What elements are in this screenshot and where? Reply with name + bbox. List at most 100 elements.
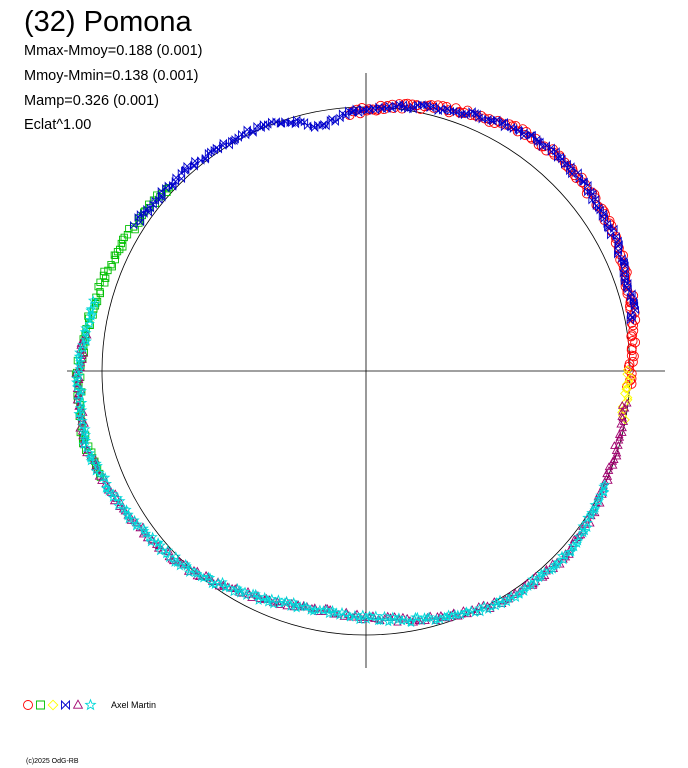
- data-point-bowtie: [620, 257, 628, 266]
- data-point-circle: [620, 264, 630, 274]
- data-point-triangle: [620, 403, 630, 412]
- data-point-bowtie: [618, 254, 626, 263]
- data-point-square: [104, 266, 112, 275]
- data-point-bowtie: [471, 109, 479, 118]
- data-point-star: [94, 467, 105, 478]
- data-point-square: [110, 251, 118, 259]
- data-point-star: [121, 504, 132, 515]
- data-point-triangle: [614, 430, 624, 438]
- data-point-star: [70, 376, 82, 387]
- data-point-square: [113, 247, 122, 256]
- data-point-bowtie: [458, 109, 466, 119]
- data-point-star: [552, 556, 564, 567]
- data-point-bowtie: [336, 113, 344, 123]
- data-point-star: [526, 579, 537, 590]
- data-point-star: [132, 518, 143, 529]
- data-point-star: [212, 577, 224, 588]
- data-point-bowtie: [478, 114, 486, 124]
- data-point-star: [81, 327, 92, 338]
- data-point-bowtie: [309, 122, 318, 131]
- data-point-star: [84, 318, 96, 329]
- data-point-bowtie: [238, 129, 246, 139]
- data-point-bowtie: [475, 113, 483, 122]
- data-point-star: [101, 483, 112, 494]
- data-point-circle: [627, 336, 638, 346]
- data-point-triangle: [608, 456, 618, 465]
- data-point-circle: [628, 325, 639, 336]
- data-point-square: [99, 271, 108, 280]
- data-point-bowtie: [434, 106, 442, 116]
- data-point-star: [370, 610, 382, 621]
- data-point-square: [116, 245, 124, 254]
- data-point-star: [565, 546, 577, 557]
- data-point-star: [247, 588, 259, 599]
- data-point-star: [357, 609, 368, 620]
- data-point-star: [75, 389, 86, 400]
- data-point-triangle: [82, 448, 91, 457]
- data-point-bowtie: [628, 313, 636, 322]
- data-point-star: [181, 560, 192, 571]
- data-point-bowtie: [614, 249, 622, 259]
- data-point-bowtie: [528, 130, 536, 140]
- legend-markers: [23, 698, 97, 711]
- data-point-star: [90, 297, 101, 308]
- data-point-bowtie: [363, 106, 371, 116]
- data-point-bowtie: [621, 261, 629, 270]
- data-point-star: [505, 590, 517, 601]
- data-point-star: [556, 550, 568, 561]
- legend-marker-triangle: [72, 699, 84, 709]
- data-point-bowtie: [507, 122, 516, 132]
- stat-mmax-mmoy: Mmax-Mmoy=0.188 (0.001): [24, 43, 203, 59]
- data-point-square: [94, 282, 102, 291]
- data-point-bowtie: [300, 117, 309, 127]
- data-point-bowtie: [190, 162, 198, 171]
- data-point-triangle: [436, 611, 446, 619]
- data-point-star: [209, 579, 220, 590]
- data-point-star: [405, 616, 416, 627]
- data-point-star: [259, 591, 270, 602]
- data-point-star: [99, 472, 111, 482]
- stat-mamp: Mamp=0.326 (0.001): [24, 93, 160, 109]
- data-point-bowtie: [603, 219, 611, 229]
- data-point-star: [204, 572, 216, 583]
- legend-marker-square: [36, 700, 45, 710]
- data-point-star: [336, 606, 348, 617]
- data-point-bowtie: [533, 135, 541, 144]
- data-point-bowtie: [631, 305, 639, 315]
- data-point-bowtie: [437, 104, 445, 113]
- data-point-star: [154, 545, 166, 556]
- data-point-bowtie: [487, 116, 495, 125]
- copyright: (c)2025 OdG-RB: [26, 758, 79, 765]
- data-point-bowtie: [388, 104, 396, 114]
- data-point-bowtie: [604, 223, 612, 232]
- data-point-star: [519, 586, 530, 596]
- data-point-bowtie: [257, 123, 265, 133]
- data-point-star: [85, 455, 97, 466]
- data-point-bowtie: [629, 296, 637, 306]
- legend-label: Axel Martin: [111, 700, 157, 710]
- data-point-star: [180, 558, 191, 569]
- data-point-bowtie: [149, 200, 157, 209]
- data-point-star: [129, 514, 140, 525]
- data-point-star: [586, 507, 597, 518]
- data-point-bowtie: [498, 118, 507, 128]
- data-point-star: [593, 495, 604, 506]
- data-point-bowtie: [460, 110, 469, 120]
- data-point-bowtie: [328, 114, 336, 124]
- data-point-bowtie: [568, 169, 576, 179]
- data-point-bowtie: [314, 120, 322, 130]
- data-point-square: [111, 255, 119, 264]
- data-point-star: [77, 420, 88, 430]
- data-point-square: [108, 263, 116, 271]
- data-point-bowtie: [400, 103, 409, 113]
- data-point-circle: [630, 337, 641, 348]
- data-point-bowtie: [253, 121, 261, 131]
- data-point-bowtie: [446, 106, 454, 116]
- data-point-triangle: [611, 446, 621, 454]
- data-point-star: [85, 304, 96, 315]
- data-point-star: [405, 617, 417, 628]
- data-point-star: [491, 597, 502, 607]
- data-point-bowtie: [181, 166, 189, 175]
- data-point-bowtie: [623, 282, 631, 292]
- data-point-bowtie: [484, 114, 492, 124]
